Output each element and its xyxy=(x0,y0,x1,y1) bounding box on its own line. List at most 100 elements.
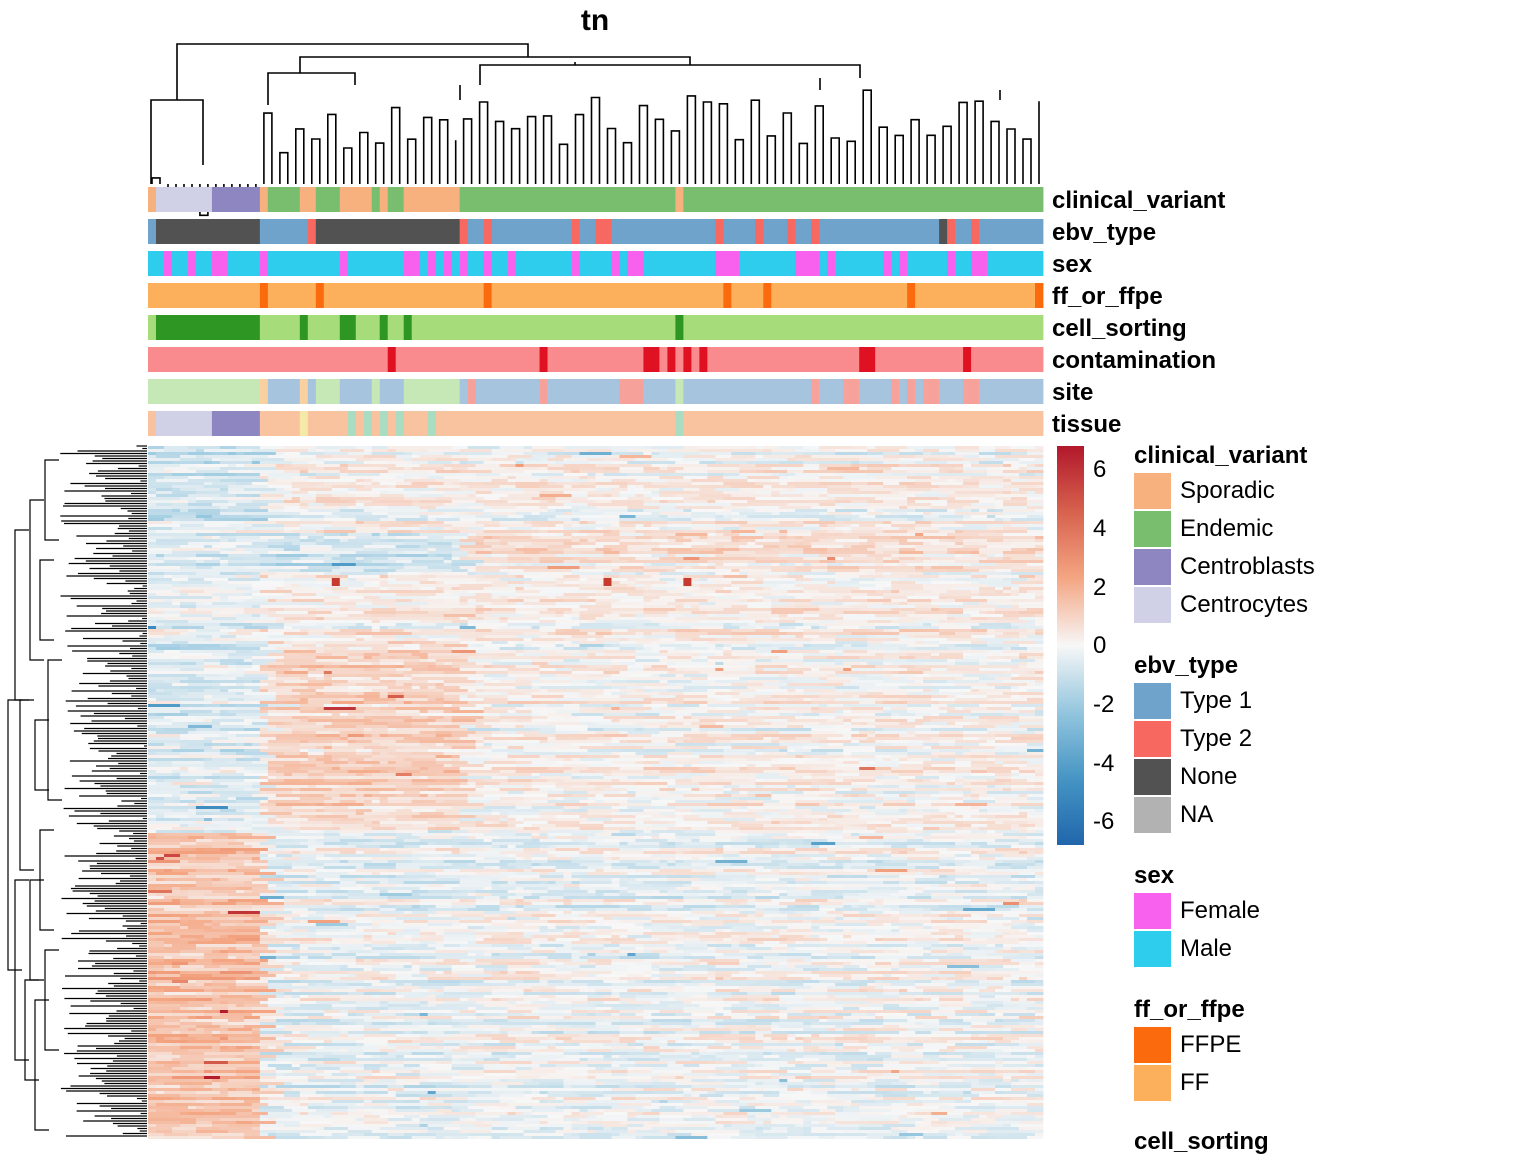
heatmap-cell xyxy=(260,665,268,668)
heatmap-cell xyxy=(388,566,404,569)
heatmap-cell xyxy=(907,470,939,473)
heatmap-cell xyxy=(763,716,795,719)
heatmap-cell xyxy=(851,668,883,671)
heatmap-cell xyxy=(963,464,971,467)
annotation-cell xyxy=(156,219,260,244)
heatmap-cell xyxy=(899,665,915,668)
heatmap-cell xyxy=(931,581,963,584)
heatmap-cell xyxy=(611,569,643,572)
heatmap-cell xyxy=(308,629,340,632)
annotation-cell xyxy=(588,251,596,276)
heatmap-cell xyxy=(236,479,268,482)
annotation-cell xyxy=(380,187,388,212)
heatmap-cell xyxy=(292,461,308,464)
heatmap-cell xyxy=(380,596,404,599)
heatmap-cell xyxy=(971,596,1003,599)
heatmap-cell xyxy=(220,734,236,737)
heatmap-cell xyxy=(356,518,380,521)
heatmap-cell xyxy=(779,491,803,494)
heatmap-cell xyxy=(348,653,364,656)
heatmap-cell xyxy=(540,656,564,659)
heatmap-cell xyxy=(763,536,779,539)
heatmap-cell xyxy=(228,464,236,467)
heatmap-cell xyxy=(316,665,324,668)
heatmap-cell xyxy=(803,746,819,749)
heatmap-cell xyxy=(723,557,755,560)
heatmap-cell xyxy=(835,500,851,503)
dendrogram-branch xyxy=(687,96,695,184)
heatmap-cell xyxy=(508,623,524,626)
heatmap-cell xyxy=(564,593,596,596)
heatmap-cell xyxy=(811,449,819,452)
heatmap-cell xyxy=(627,497,651,500)
heatmap-cell xyxy=(635,659,659,662)
heatmap-cell xyxy=(484,530,508,533)
heatmap-cell xyxy=(244,593,252,596)
heatmap-cell xyxy=(683,743,715,746)
heatmap-cell xyxy=(212,743,236,746)
annotation-cell xyxy=(180,251,188,276)
heatmap-cell xyxy=(316,476,340,479)
heatmap-cell xyxy=(811,530,827,533)
heatmap-cell xyxy=(907,539,939,542)
heatmap-cell xyxy=(619,506,627,509)
heatmap-cell xyxy=(923,503,931,506)
heatmap-cell xyxy=(987,629,995,632)
heatmap-cell xyxy=(715,719,747,722)
heatmap-cell xyxy=(619,701,651,704)
heatmap-cell xyxy=(556,620,588,623)
heatmap-cell xyxy=(572,590,596,593)
heatmap-cell xyxy=(188,542,220,545)
annotation-cell xyxy=(947,251,955,276)
heatmap-cell xyxy=(699,719,715,722)
heatmap-cell xyxy=(380,536,396,539)
heatmap-cell xyxy=(795,563,803,566)
heatmap-cell xyxy=(915,710,939,713)
heatmap-cell xyxy=(588,647,604,650)
heatmap-cell xyxy=(795,581,803,584)
heatmap-cell xyxy=(963,581,971,584)
heatmap-cell xyxy=(148,677,172,680)
heatmap-cell xyxy=(220,506,228,509)
heatmap-cell xyxy=(1003,536,1035,539)
heatmap-cell xyxy=(204,719,212,722)
heatmap-cell xyxy=(212,584,220,587)
heatmap-cell xyxy=(364,449,372,452)
heatmap-cell xyxy=(276,683,300,686)
heatmap-cell xyxy=(148,572,164,575)
heatmap-cell xyxy=(715,647,723,650)
heatmap-cell xyxy=(548,716,564,719)
dendrogram-branch xyxy=(512,129,520,184)
heatmap-cell xyxy=(332,524,364,527)
heatmap-cell xyxy=(484,506,492,509)
heatmap-cell xyxy=(284,623,292,626)
heatmap-cell xyxy=(564,581,580,584)
heatmap-cell xyxy=(188,509,220,512)
heatmap-cell xyxy=(699,488,715,491)
heatmap-cell xyxy=(148,482,180,485)
heatmap-cell xyxy=(739,464,755,467)
heatmap-cell xyxy=(715,458,747,461)
heatmap-cell xyxy=(779,473,795,476)
heatmap-cell xyxy=(771,740,779,743)
heatmap-cell xyxy=(572,668,596,671)
heatmap-cell xyxy=(1027,635,1043,638)
heatmap-cell xyxy=(572,569,580,572)
heatmap-cell xyxy=(492,584,508,587)
heatmap-cell xyxy=(556,533,564,536)
heatmap-cell xyxy=(859,650,867,653)
heatmap-cell xyxy=(803,539,819,542)
heatmap-cell xyxy=(627,584,635,587)
heatmap-cell xyxy=(779,680,795,683)
heatmap-cell xyxy=(979,446,995,449)
heatmap-cell xyxy=(691,752,723,755)
heatmap-cell xyxy=(524,599,540,602)
heatmap-cell xyxy=(180,680,212,683)
dendrogram-branch xyxy=(975,101,983,184)
heatmap-cell xyxy=(580,650,604,653)
heatmap-cell xyxy=(540,668,556,671)
heatmap-cell xyxy=(324,752,356,755)
annotation-cell xyxy=(819,379,843,404)
heatmap-cell xyxy=(643,488,659,491)
heatmap-cell xyxy=(324,449,340,452)
